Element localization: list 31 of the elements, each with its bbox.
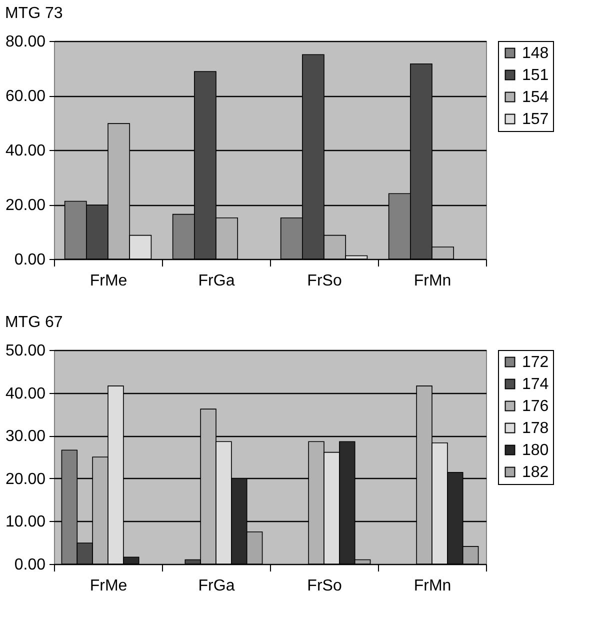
legend-label: 172 — [522, 354, 549, 371]
legend-label: 148 — [522, 45, 549, 62]
x-tick-label: FrMe — [90, 272, 128, 290]
legend-label: 154 — [522, 89, 549, 106]
legend-label: 174 — [522, 376, 549, 393]
y-tick-label: 30.00 — [5, 428, 46, 446]
legend-label: 176 — [522, 398, 549, 415]
y-tick-label: 40.00 — [5, 142, 46, 160]
y-tick-label: 20.00 — [5, 470, 46, 488]
x-tick-label: FrSo — [307, 578, 342, 594]
y-tick-label: 10.00 — [5, 514, 46, 531]
y-tick-label: 40.00 — [5, 385, 46, 402]
y-tick-label: 0.00 — [14, 556, 46, 574]
x-tick-label: FrSo — [307, 272, 342, 290]
y-tick-label: 20.00 — [5, 197, 46, 214]
x-tick-label: FrMn — [414, 578, 452, 594]
x-tick-label: FrMn — [414, 272, 452, 290]
legend-label: 180 — [522, 442, 549, 459]
legend-label: 157 — [522, 111, 549, 128]
y-tick-label: 80.00 — [5, 34, 46, 50]
x-tick-label: FrGa — [198, 272, 235, 290]
y-tick-label: 50.00 — [5, 342, 46, 360]
y-tick-label: 0.00 — [14, 252, 46, 268]
legend-label: 182 — [522, 464, 549, 481]
x-tick-label: FrGa — [198, 578, 235, 594]
chart-title: MTG 67 — [4, 314, 63, 331]
legend-label: 151 — [522, 67, 549, 84]
x-tick-label: FrMe — [90, 578, 128, 594]
chart-title: MTG 73 — [4, 5, 63, 22]
y-tick-label: 60.00 — [5, 88, 46, 105]
legend-label: 178 — [522, 420, 549, 437]
